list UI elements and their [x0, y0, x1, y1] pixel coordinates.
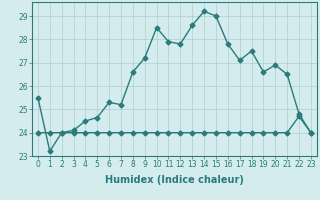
X-axis label: Humidex (Indice chaleur): Humidex (Indice chaleur) — [105, 175, 244, 185]
